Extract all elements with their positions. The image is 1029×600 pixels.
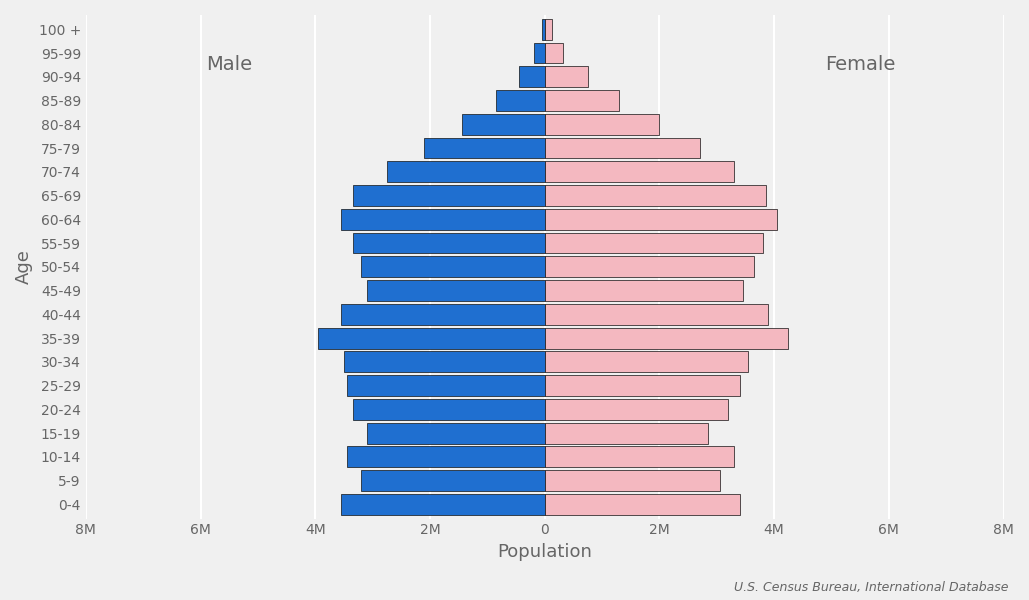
Bar [544,114,660,135]
Bar [347,375,544,396]
Bar [353,399,544,420]
Bar [361,470,544,491]
Bar [367,422,544,443]
Bar [361,256,544,277]
Bar [318,328,544,349]
Bar [461,114,544,135]
Bar [341,304,544,325]
Bar [353,185,544,206]
Bar [544,67,588,87]
Bar [544,422,708,443]
Bar [542,19,544,40]
Bar [544,233,762,253]
Bar [544,352,748,372]
Bar [544,399,729,420]
Y-axis label: Age: Age [15,250,33,284]
Bar [544,280,743,301]
Bar [544,304,769,325]
Bar [387,161,544,182]
Bar [519,67,544,87]
Bar [341,209,544,230]
Bar [544,375,740,396]
Bar [544,256,754,277]
Bar [424,137,544,158]
Bar [544,137,700,158]
Bar [544,43,563,64]
Bar [344,352,544,372]
Bar [347,446,544,467]
Bar [544,185,766,206]
Bar [496,90,544,111]
Text: Female: Female [825,55,895,74]
Bar [544,209,777,230]
Bar [544,161,734,182]
Text: Male: Male [206,55,252,74]
Bar [544,19,552,40]
Bar [544,328,788,349]
Bar [534,43,544,64]
Text: U.S. Census Bureau, International Database: U.S. Census Bureau, International Databa… [734,581,1008,594]
Bar [544,494,740,515]
Bar [353,233,544,253]
Bar [367,280,544,301]
Bar [544,90,619,111]
Bar [544,470,719,491]
Bar [341,494,544,515]
Bar [544,446,734,467]
X-axis label: Population: Population [497,543,592,561]
